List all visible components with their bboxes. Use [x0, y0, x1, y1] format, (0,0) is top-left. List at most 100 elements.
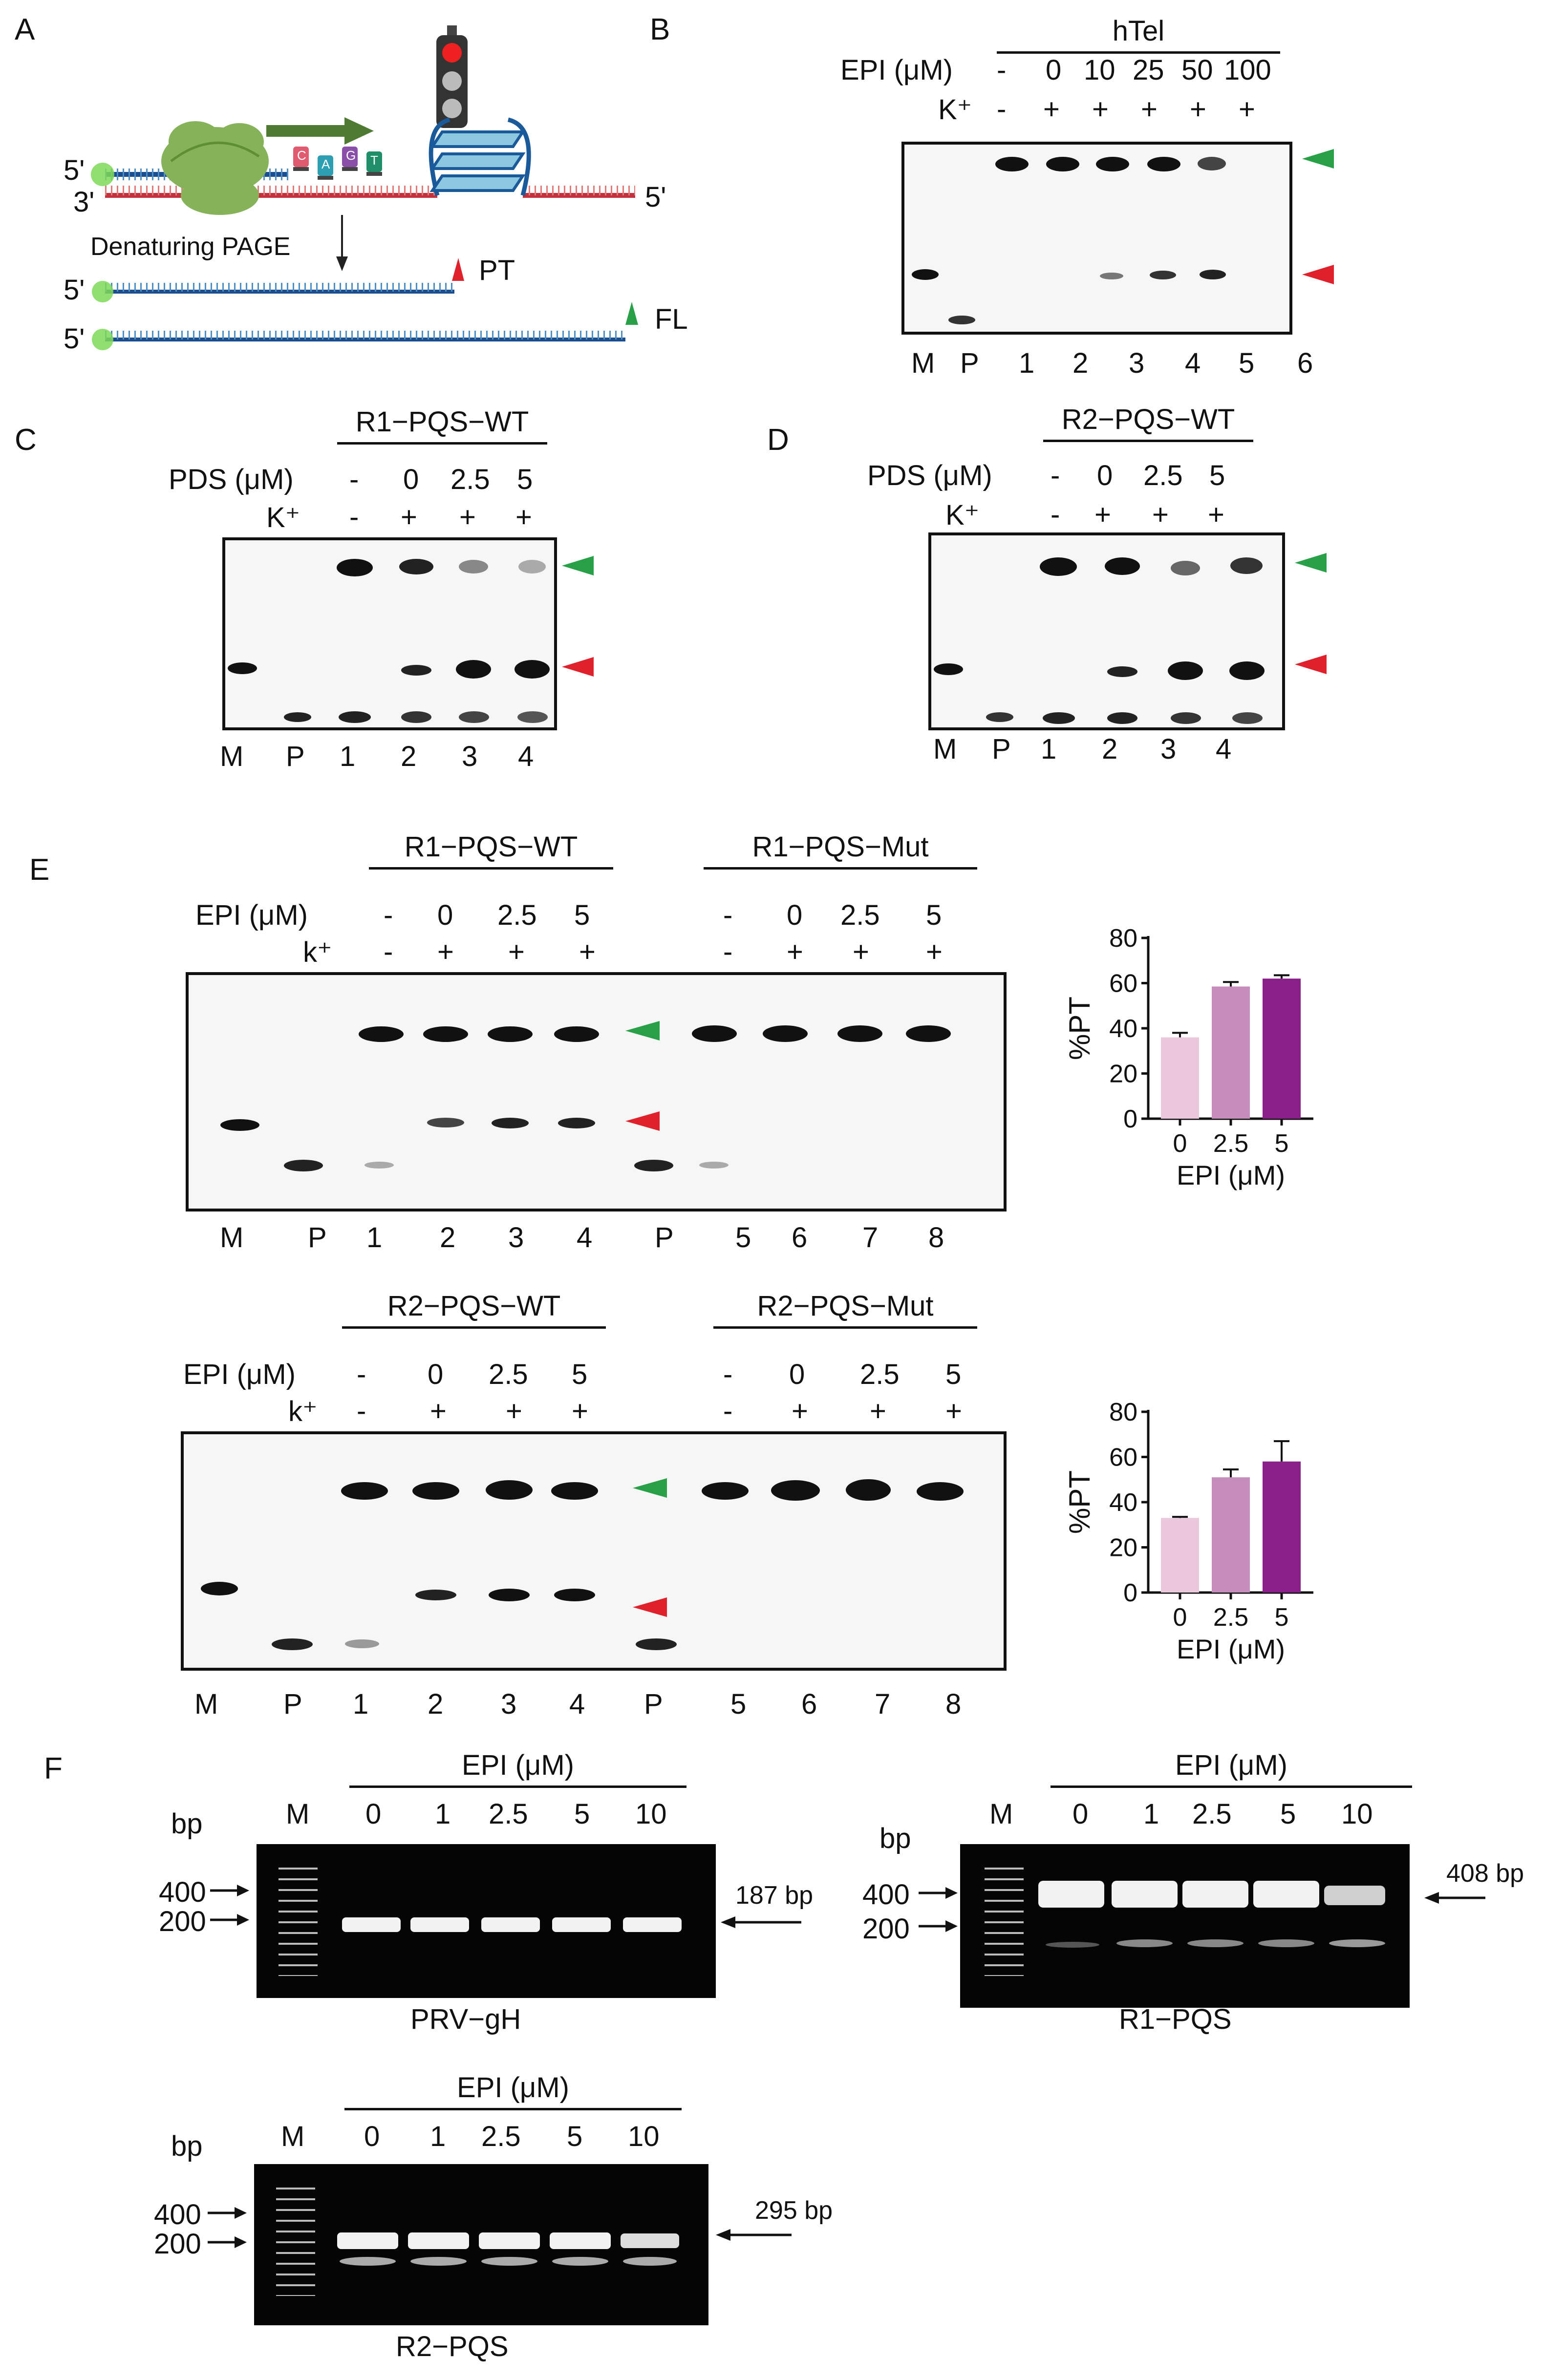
- gel-name: PRV−gH: [410, 2003, 521, 2035]
- lane-label: 3: [1160, 733, 1177, 765]
- concentration-value: 0: [1097, 460, 1113, 491]
- k-value: +: [787, 936, 803, 968]
- concentration-value: 50: [1181, 54, 1213, 86]
- concentration-value: -: [357, 1359, 366, 1390]
- gel-band: [518, 560, 546, 574]
- gel-band: [340, 2257, 396, 2266]
- lane-label: 2: [440, 1222, 456, 1254]
- gel-name: R2−PQS: [396, 2331, 509, 2362]
- concentration-value: 5: [1280, 1798, 1296, 1830]
- k-value: +: [1141, 93, 1158, 125]
- k-value: +: [506, 1395, 522, 1427]
- bp-label: bp: [171, 1808, 203, 1840]
- k-label: K⁺: [938, 94, 972, 126]
- lane-label: 2: [1072, 347, 1089, 379]
- lane-label: P: [644, 1688, 663, 1720]
- nucleotide-icons: [293, 147, 382, 180]
- concentration-value: 0: [437, 899, 453, 931]
- fl-arrowhead-icon: [562, 556, 594, 575]
- lane-label: 3: [508, 1222, 524, 1254]
- ladder-label: 400: [159, 1876, 206, 1908]
- concentration-value: 0: [403, 464, 419, 495]
- pt-arrowhead-icon: [1295, 655, 1327, 674]
- gel-image-f3: [254, 2164, 708, 2325]
- ladder-arrows: [919, 1887, 958, 1932]
- panel-c-label: C: [15, 423, 37, 457]
- concentration-value: 5: [1209, 460, 1225, 491]
- pt-product-strand: [92, 258, 464, 302]
- gel-band: [1232, 712, 1263, 724]
- product-arrow: [1424, 1892, 1485, 1904]
- fl-arrowhead-icon: [633, 1478, 667, 1498]
- concentration-value: 2.5: [1143, 460, 1183, 491]
- lane-label: 3: [462, 741, 478, 772]
- gel-band: [934, 663, 963, 675]
- lane-label: P: [992, 733, 1011, 765]
- k-value: +: [1152, 499, 1169, 531]
- k-value: +: [437, 936, 454, 968]
- gel-band: [1182, 1881, 1248, 1908]
- gel-band: [1105, 557, 1140, 575]
- k-value: +: [572, 1395, 588, 1427]
- x-tick-label: 2.5: [1213, 1129, 1248, 1158]
- y-tick-label: 60: [1109, 970, 1137, 998]
- gel-band: [550, 2232, 611, 2249]
- concentration-value: 0: [1046, 54, 1062, 86]
- k-value: +: [926, 936, 943, 968]
- lane-label: M: [220, 1222, 244, 1254]
- marker-label: M: [989, 1798, 1013, 1830]
- gel-band: [558, 1118, 595, 1128]
- concentration-value: 2.5: [840, 899, 880, 931]
- gel-band: [1171, 712, 1201, 724]
- pt-arrowhead-icon: [1302, 265, 1334, 284]
- gel-band: [846, 1479, 891, 1501]
- fl-product-strand: [92, 302, 638, 350]
- gel-band: [1040, 557, 1077, 576]
- gel-band: [423, 1026, 468, 1042]
- gel-band: [486, 1480, 533, 1500]
- gel-band: [1258, 1939, 1314, 1947]
- gel-band: [1187, 1939, 1244, 1947]
- sample-header: R1−PQS−WT: [337, 405, 547, 445]
- k-value: +: [870, 1395, 886, 1427]
- ladder-label: 400: [154, 2199, 201, 2231]
- gel-band: [456, 660, 491, 679]
- gel-band: [1329, 1939, 1385, 1947]
- gel-band: [636, 1638, 677, 1650]
- y-axis-label: %PT: [1063, 1470, 1096, 1534]
- gel-image-b: [901, 142, 1292, 335]
- gel-band: [399, 559, 433, 574]
- arrowheads-c: [562, 556, 594, 677]
- gel-band: [986, 712, 1013, 722]
- gel-band: [1112, 1881, 1178, 1908]
- bp-label: bp: [879, 1823, 911, 1854]
- lane-label: 1: [1041, 733, 1057, 765]
- y-tick-label: 0: [1123, 1105, 1137, 1133]
- ladder-label: 200: [159, 1906, 206, 1937]
- gel-band: [401, 711, 431, 723]
- gel-band: [410, 1917, 469, 1932]
- gel-image-c: [222, 537, 557, 730]
- concentration-value: -: [723, 1359, 733, 1390]
- lane-label: P: [308, 1222, 327, 1254]
- right-arrow-icon: [919, 1920, 958, 1932]
- gel-band: [410, 2257, 467, 2266]
- k-value: +: [1092, 93, 1109, 125]
- concentration-value: 0: [789, 1359, 805, 1390]
- concentration-value: 5: [517, 464, 533, 495]
- concentration-value: 0: [364, 2121, 380, 2152]
- k-value: +: [1239, 93, 1255, 125]
- gel-band: [702, 1482, 749, 1500]
- gel-band: [479, 2232, 540, 2249]
- concentration-value: -: [1051, 460, 1060, 491]
- dna-ladder: [985, 1859, 1024, 1976]
- left-arrow-icon: [716, 2229, 792, 2241]
- lane-label: 6: [792, 1222, 808, 1254]
- lane-label: 4: [518, 741, 534, 772]
- gel-band: [1107, 666, 1137, 677]
- gel-band: [552, 2257, 608, 2266]
- y-tick-label: 20: [1109, 1534, 1137, 1562]
- gel-band: [621, 2233, 679, 2248]
- gel-band: [1198, 157, 1226, 170]
